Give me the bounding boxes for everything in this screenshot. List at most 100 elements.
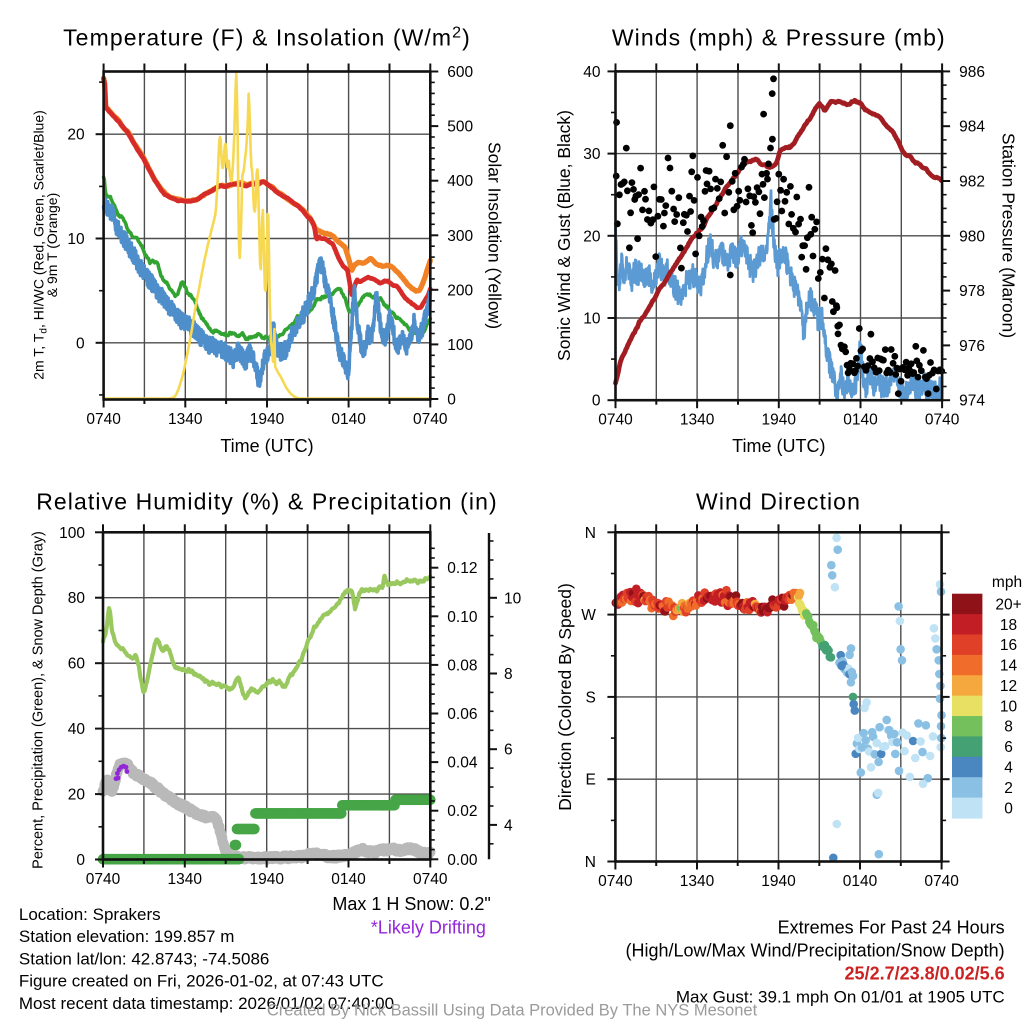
svg-text:0: 0: [76, 335, 85, 352]
svg-text:0140: 0140: [843, 412, 878, 429]
svg-text:0740: 0740: [86, 871, 121, 888]
svg-text:2: 2: [1004, 780, 1013, 797]
svg-text:Time (UTC): Time (UTC): [220, 436, 313, 456]
svg-text:0.02: 0.02: [447, 803, 477, 820]
svg-text:6: 6: [1004, 739, 1013, 756]
svg-text:978: 978: [959, 283, 985, 300]
svg-text:8: 8: [1004, 719, 1013, 736]
svg-text:974: 974: [959, 393, 985, 410]
svg-text:0: 0: [76, 852, 85, 869]
svg-text:Most recent data timestamp: 20: Most recent data timestamp: 2026/01/02 0…: [19, 994, 394, 1013]
svg-text:10: 10: [504, 590, 522, 607]
svg-text:Extremes For Past 24 Hours: Extremes For Past 24 Hours: [778, 917, 1005, 937]
svg-text:0: 0: [447, 392, 456, 409]
svg-text:mph: mph: [992, 574, 1022, 591]
svg-text:Station elevation: 199.857 m: Station elevation: 199.857 m: [19, 927, 234, 946]
svg-text:976: 976: [959, 338, 985, 355]
svg-text:1940: 1940: [249, 871, 284, 888]
svg-text:0.06: 0.06: [447, 706, 477, 723]
svg-text:200: 200: [447, 282, 473, 299]
svg-text:1940: 1940: [761, 873, 796, 890]
svg-text:Max Gust: 39.1 mph On 01/01 at: Max Gust: 39.1 mph On 01/01 at 1905 UTC: [676, 987, 1005, 1006]
svg-text:4: 4: [1004, 760, 1013, 777]
svg-text:Solar Insolation (Yellow): Solar Insolation (Yellow): [485, 142, 505, 329]
svg-text:10: 10: [67, 231, 85, 248]
svg-text:30: 30: [583, 146, 601, 163]
svg-text:18: 18: [1000, 617, 1017, 634]
svg-text:Location: Sprakers: Location: Sprakers: [19, 905, 161, 924]
svg-text:0.00: 0.00: [447, 852, 478, 869]
svg-text:0.10: 0.10: [447, 609, 478, 626]
svg-text:60: 60: [68, 656, 86, 673]
svg-text:Relative Humidity (%) & Precip: Relative Humidity (%) & Precipitation (i…: [36, 489, 498, 515]
svg-text:10: 10: [583, 311, 601, 328]
svg-text:20: 20: [583, 228, 601, 245]
svg-text:1940: 1940: [250, 411, 285, 428]
svg-text:300: 300: [447, 228, 473, 245]
svg-text:986: 986: [959, 64, 985, 81]
svg-text:25/2.7/23.8/0.02/5.6: 25/2.7/23.8/0.02/5.6: [845, 964, 1005, 984]
svg-text:0740: 0740: [924, 873, 959, 890]
svg-text:0.08: 0.08: [447, 657, 477, 674]
svg-text:600: 600: [447, 64, 473, 81]
svg-text:20+: 20+: [995, 596, 1021, 613]
svg-text:Sonic Wind & Gust (Blue, Black: Sonic Wind & Gust (Blue, Black): [554, 110, 574, 361]
svg-text:0740: 0740: [413, 871, 448, 888]
svg-text:984: 984: [959, 119, 985, 136]
svg-text:1340: 1340: [680, 412, 715, 429]
svg-text:6: 6: [504, 742, 513, 759]
svg-text:Temperature (F) & Insolation (: Temperature (F) & Insolation (W/m2): [63, 25, 471, 51]
svg-text:16: 16: [1000, 637, 1017, 654]
svg-text:0: 0: [592, 393, 601, 410]
svg-text:Direction (Colored By Speed): Direction (Colored By Speed): [555, 583, 575, 811]
svg-text:Winds (mph) & Pressure (mb): Winds (mph) & Pressure (mb): [612, 25, 946, 51]
svg-text:40: 40: [583, 64, 601, 81]
svg-text:8: 8: [504, 666, 513, 683]
svg-text:(High/Low/Max Wind/Precipitati: (High/Low/Max Wind/Precipitation/Snow De…: [626, 941, 1005, 961]
svg-text:20: 20: [67, 127, 85, 144]
svg-text:100: 100: [59, 525, 85, 542]
svg-text:1340: 1340: [680, 873, 715, 890]
svg-text:100: 100: [447, 337, 473, 354]
svg-text:40: 40: [68, 721, 86, 738]
svg-text:Figure created on Fri, 2026-01: Figure created on Fri, 2026-01-02, at 07…: [19, 972, 384, 991]
svg-text:Percent, Precipitation (Green): Percent, Precipitation (Green), & Snow D…: [31, 531, 47, 869]
svg-text:Max 1 H Snow: 0.2": Max 1 H Snow: 0.2": [332, 894, 490, 914]
svg-text:0740: 0740: [598, 873, 633, 890]
svg-text:0: 0: [1004, 800, 1013, 817]
svg-text:0740: 0740: [925, 412, 960, 429]
svg-text:982: 982: [959, 174, 985, 191]
svg-text:0140: 0140: [331, 411, 366, 428]
svg-text:80: 80: [68, 590, 86, 607]
svg-text:0740: 0740: [598, 412, 633, 429]
svg-text:1340: 1340: [168, 871, 203, 888]
svg-text:& 9m T (Orange): & 9m T (Orange): [44, 193, 60, 298]
svg-text:Wind Direction: Wind Direction: [696, 489, 861, 515]
svg-text:W: W: [581, 607, 596, 624]
svg-text:0140: 0140: [843, 873, 878, 890]
svg-text:N: N: [585, 525, 596, 542]
svg-text:Station Pressure (Maroon): Station Pressure (Maroon): [999, 133, 1019, 338]
svg-text:Time (UTC): Time (UTC): [732, 436, 825, 456]
svg-text:400: 400: [447, 173, 473, 190]
svg-text:4: 4: [504, 817, 513, 834]
svg-text:N: N: [585, 854, 596, 871]
svg-text:20: 20: [68, 787, 86, 804]
svg-text:0.04: 0.04: [447, 755, 478, 772]
svg-text:S: S: [586, 689, 596, 706]
svg-text:Created By Nick Bassill Using: Created By Nick Bassill Using Data Provi…: [267, 1002, 758, 1020]
svg-text:E: E: [586, 772, 596, 789]
svg-text:980: 980: [959, 228, 985, 245]
svg-text:Station lat/lon: 42.8743; -74.: Station lat/lon: 42.8743; -74.5086: [19, 949, 269, 968]
svg-text:12: 12: [1000, 678, 1017, 695]
svg-text:*Likely Drifting: *Likely Drifting: [371, 918, 486, 938]
svg-text:10: 10: [1000, 698, 1018, 715]
svg-text:1340: 1340: [168, 411, 203, 428]
svg-text:14: 14: [1000, 658, 1018, 675]
svg-text:0.12: 0.12: [447, 560, 477, 577]
svg-text:1940: 1940: [762, 412, 797, 429]
svg-text:500: 500: [447, 119, 473, 136]
svg-text:0140: 0140: [331, 871, 366, 888]
svg-text:2m T, Td, HI/WC (Red, Green, S: 2m T, Td, HI/WC (Red, Green, Scarlet/Blu…: [31, 110, 50, 380]
svg-text:0740: 0740: [413, 411, 448, 428]
